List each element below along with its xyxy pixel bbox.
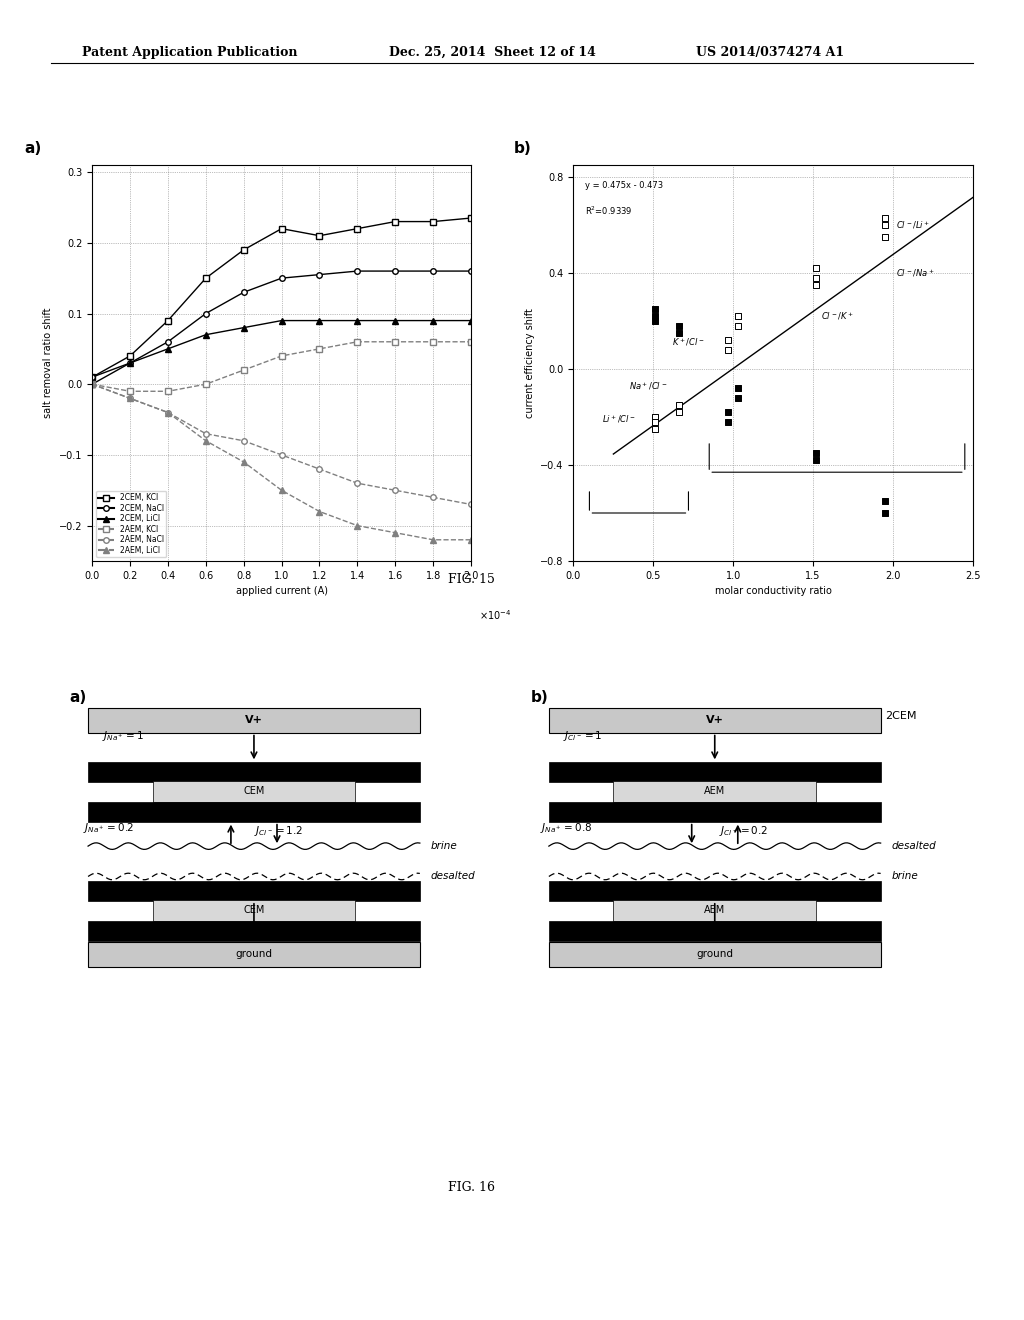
Point: [647, 412, 664, 433]
Bar: [88, 708, 420, 733]
Text: $Cl^-/Na^+$: $Cl^-/Na^+$: [896, 267, 935, 279]
Text: R$^2$=0.9339: R$^2$=0.9339: [586, 205, 633, 216]
Point: [720, 330, 736, 351]
Text: ground: ground: [696, 949, 733, 960]
Y-axis label: current efficiency shift: current efficiency shift: [524, 308, 535, 418]
Text: FIG. 16: FIG. 16: [447, 1180, 495, 1193]
Text: b): b): [514, 141, 531, 156]
Y-axis label: salt removal ratio shift: salt removal ratio shift: [43, 308, 53, 418]
Bar: [153, 780, 355, 801]
Point: [671, 322, 687, 343]
Bar: [613, 780, 816, 801]
Point: [720, 339, 736, 360]
Point: [730, 315, 746, 337]
Text: $K^+/Cl^-$: $K^+/Cl^-$: [673, 337, 706, 348]
Text: a): a): [24, 141, 41, 156]
Point: [808, 450, 824, 471]
Text: AEM: AEM: [705, 906, 725, 915]
Point: [877, 491, 893, 512]
Text: $J_{Cl^-} = 1.2$: $J_{Cl^-} = 1.2$: [254, 824, 303, 838]
Text: FIG. 15: FIG. 15: [447, 573, 495, 586]
Point: [671, 395, 687, 416]
Text: CEM: CEM: [244, 906, 264, 915]
Point: [647, 298, 664, 319]
Text: a): a): [70, 689, 87, 705]
Point: [720, 401, 736, 422]
Text: V+: V+: [706, 715, 724, 725]
Bar: [549, 882, 881, 900]
Bar: [88, 942, 420, 966]
Text: y = 0.475x - 0.473: y = 0.475x - 0.473: [586, 181, 664, 190]
Point: [877, 227, 893, 248]
Text: $Cl^-/Li^+$: $Cl^-/Li^+$: [896, 219, 931, 231]
Point: [647, 418, 664, 440]
Text: AEM: AEM: [705, 787, 725, 796]
Bar: [88, 763, 420, 781]
Point: [671, 401, 687, 422]
Text: $J_{Na^+} = 1$: $J_{Na^+} = 1$: [102, 880, 144, 895]
Text: brine: brine: [431, 841, 458, 851]
Point: [730, 306, 746, 327]
Point: [808, 442, 824, 463]
Text: $J_{Cl^-} = 0.2$: $J_{Cl^-} = 0.2$: [720, 824, 768, 838]
Text: brine: brine: [892, 871, 919, 882]
Point: [808, 257, 824, 279]
Bar: [613, 900, 816, 921]
Point: [808, 275, 824, 296]
Text: b): b): [530, 689, 548, 705]
Text: desalted: desalted: [431, 871, 476, 882]
Text: $J_{Na^+}=0.8$: $J_{Na^+}=0.8$: [540, 821, 592, 836]
Bar: [88, 921, 420, 940]
Text: $\times 10^{-4}$: $\times 10^{-4}$: [478, 609, 511, 622]
Point: [647, 310, 664, 331]
X-axis label: applied current (A): applied current (A): [236, 586, 328, 597]
Text: $Cl^-/K^+$: $Cl^-/K^+$: [821, 310, 854, 322]
Bar: [549, 708, 881, 733]
Text: CEM: CEM: [244, 787, 264, 796]
Text: V+: V+: [245, 715, 263, 725]
Bar: [549, 921, 881, 940]
Bar: [88, 882, 420, 900]
Bar: [549, 763, 881, 781]
Point: [877, 503, 893, 524]
Text: 2CEM: 2CEM: [885, 711, 916, 722]
Point: [808, 267, 824, 288]
Point: [730, 387, 746, 408]
X-axis label: molar conductivity ratio: molar conductivity ratio: [715, 586, 831, 597]
Bar: [153, 900, 355, 921]
Legend: 2CEM, KCl, 2CEM, NaCl, 2CEM, LiCl, 2AEM, KCl, 2AEM, NaCl, 2AEM, LiCl: 2CEM, KCl, 2CEM, NaCl, 2CEM, LiCl, 2AEM,…: [96, 491, 166, 557]
Point: [877, 207, 893, 228]
Text: ground: ground: [236, 949, 272, 960]
Text: Dec. 25, 2014  Sheet 12 of 14: Dec. 25, 2014 Sheet 12 of 14: [389, 46, 596, 59]
Text: $J_{Na^+} = 1$: $J_{Na^+} = 1$: [102, 729, 144, 743]
Bar: [549, 942, 881, 966]
Bar: [549, 801, 881, 821]
Bar: [88, 801, 420, 821]
Text: $J_{Na^+}=0.2$: $J_{Na^+}=0.2$: [84, 821, 135, 836]
Point: [730, 378, 746, 399]
Text: desalted: desalted: [892, 841, 937, 851]
Point: [720, 412, 736, 433]
Text: $J_{Cl^-} = 1$: $J_{Cl^-} = 1$: [563, 880, 602, 895]
Point: [647, 306, 664, 327]
Text: Patent Application Publication: Patent Application Publication: [82, 46, 297, 59]
Text: US 2014/0374274 A1: US 2014/0374274 A1: [696, 46, 845, 59]
Text: $Li^+/Cl^-$: $Li^+/Cl^-$: [602, 413, 637, 425]
Text: $J_{Cl^-} = 1$: $J_{Cl^-} = 1$: [563, 729, 602, 743]
Text: $Na^+/Cl^-$: $Na^+/Cl^-$: [630, 380, 668, 392]
Text: 2AEM: 2AEM: [710, 783, 741, 793]
Point: [671, 315, 687, 337]
Point: [647, 407, 664, 428]
Point: [877, 214, 893, 235]
